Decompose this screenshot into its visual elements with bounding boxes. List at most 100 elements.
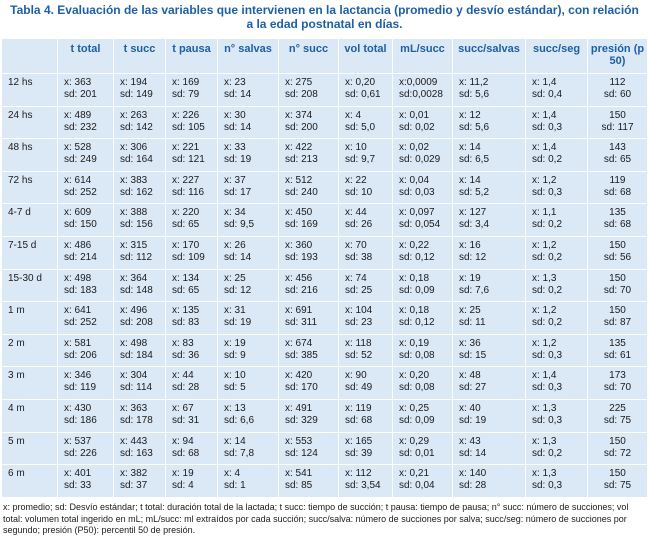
cell-mean: x: 374 bbox=[285, 109, 313, 121]
cell-sd: sd: 200 bbox=[285, 121, 318, 133]
table-cell: x: 221 sd: 121 bbox=[165, 138, 218, 172]
table-cell: x: 306 sd: 164 bbox=[113, 138, 166, 172]
cell-sd: sd: 33 bbox=[64, 480, 92, 492]
cell-mean: x: 609 bbox=[64, 207, 92, 219]
cell-sd: sd: 311 bbox=[285, 317, 318, 329]
cell-mean: x: 33 bbox=[224, 142, 246, 154]
cell-mean: x: 10 bbox=[345, 142, 367, 154]
cell-mean: x: 456 bbox=[285, 272, 313, 284]
table-cell: x: 1,3 sd: 0,2 bbox=[525, 268, 588, 303]
row-label: 72 hs bbox=[1, 170, 58, 205]
cell-sd: sd: 164 bbox=[120, 154, 153, 166]
cell-sd: sd: 14 bbox=[459, 447, 487, 459]
cell-sd: sd: 252 bbox=[64, 317, 97, 329]
cell-mean: x: 4 bbox=[224, 468, 241, 480]
row-label: 12 hs bbox=[1, 73, 58, 107]
cell-mean: 150 bbox=[609, 272, 626, 284]
table-cell: x: 1,2 sd: 0,3 bbox=[525, 333, 588, 368]
cell-mean: x: 0,20 bbox=[345, 77, 376, 88]
cell-mean: x: 0,19 bbox=[399, 337, 430, 349]
table-cell: x: 691 sd: 311 bbox=[278, 301, 339, 335]
table-cell: x: 22 sd: 10 bbox=[338, 170, 393, 205]
table-cell: x: 1,2 sd: 0,3 bbox=[525, 170, 588, 205]
table-cell: x: 13 sd: 6,6 bbox=[217, 398, 279, 433]
cell-mean: x: 1,2 bbox=[532, 174, 557, 186]
table-cell: x: 70 sd: 38 bbox=[338, 235, 393, 270]
cell-sd: sd: 214 bbox=[64, 251, 97, 263]
cell-mean: x: 498 bbox=[64, 272, 92, 284]
cell-mean: x: 553 bbox=[285, 435, 313, 447]
cell-mean: x: 13 bbox=[224, 402, 246, 414]
table-cell: x: 37 sd: 17 bbox=[217, 170, 279, 205]
table-cell: 150 sd: 70 bbox=[587, 268, 648, 303]
cell-mean: x: 443 bbox=[120, 435, 148, 447]
table-cell: x: 25 sd: 11 bbox=[452, 301, 526, 335]
cell-mean: x: 1,4 bbox=[532, 77, 557, 88]
cell-sd: sd:0,0028 bbox=[399, 89, 443, 100]
cell-sd: sd: 83 bbox=[172, 317, 200, 329]
cell-mean: x: 0,20 bbox=[399, 370, 430, 382]
table-cell: x: 1,4 sd: 0,2 bbox=[525, 138, 588, 172]
cell-sd: sd: 1 bbox=[224, 480, 246, 492]
cell-mean: x: 104 bbox=[345, 305, 373, 317]
row-label: 15-30 d bbox=[1, 268, 58, 303]
table-cell: x: 1,2 sd: 0,2 bbox=[525, 235, 588, 270]
cell-sd: sd: 14 bbox=[224, 89, 252, 100]
cell-mean: x: 450 bbox=[285, 207, 313, 219]
table-cell: x: 263 sd: 142 bbox=[113, 105, 166, 140]
cell-sd: sd: 208 bbox=[120, 317, 153, 329]
column-header: mL/succ bbox=[392, 38, 453, 74]
cell-mean: x: 641 bbox=[64, 305, 92, 317]
cell-sd: sd: 14 bbox=[224, 251, 252, 263]
cell-mean: x: 70 bbox=[345, 239, 367, 251]
cell-mean: x: 220 bbox=[172, 207, 200, 219]
cell-sd: sd: 385 bbox=[285, 349, 318, 361]
table-cell: x: 44 sd: 28 bbox=[165, 366, 218, 400]
table-cell: x: 83 sd: 36 bbox=[165, 333, 218, 368]
table-cell: x: 0,04 sd: 0,03 bbox=[392, 170, 453, 205]
table-cell: x: 226 sd: 105 bbox=[165, 105, 218, 140]
cell-sd: sd: 7,6 bbox=[459, 284, 490, 296]
cell-sd: sd: 5,6 bbox=[459, 121, 490, 133]
table-cell: x: 25 sd: 12 bbox=[217, 268, 279, 303]
cell-mean: x: 127 bbox=[459, 207, 487, 219]
table-cell: x: 614 sd: 252 bbox=[57, 170, 114, 205]
cell-mean: x: 134 bbox=[172, 272, 200, 284]
cell-sd: sd: 26 bbox=[345, 219, 373, 231]
table-cell: x: 140 sd: 28 bbox=[452, 464, 526, 498]
table-cell: x: 30 sd: 14 bbox=[217, 105, 279, 140]
table-cell: x: 1,4 sd: 0,3 bbox=[525, 105, 588, 140]
table-cell: x: 104 sd: 23 bbox=[338, 301, 393, 335]
cell-mean: x: 1,3 bbox=[532, 468, 557, 480]
corner-cell bbox=[1, 38, 58, 74]
table-cell: 119 sd: 68 bbox=[587, 170, 648, 205]
table-cell: x: 1,4 sd: 0,3 bbox=[525, 366, 588, 400]
cell-mean: x: 496 bbox=[120, 305, 148, 317]
cell-sd: sd: 19 bbox=[224, 317, 252, 329]
column-header: vol total bbox=[338, 38, 393, 74]
cell-mean: x: 25 bbox=[224, 272, 246, 284]
table-cell: x: 496 sd: 208 bbox=[113, 301, 166, 335]
footnote: x: promedio; sd: Desvío estándar; t tota… bbox=[3, 502, 629, 535]
cell-mean: 119 bbox=[609, 174, 626, 186]
cell-sd: sd: 150 bbox=[64, 219, 97, 231]
cell-mean: x: 43 bbox=[459, 435, 481, 447]
table-cell: x: 40 sd: 19 bbox=[452, 398, 526, 433]
data-table: t total t succ t pausa n° salvas n° succ vol … bbox=[1, 38, 648, 498]
table-cell: x: 94 sd: 68 bbox=[165, 431, 218, 466]
row-label: 48 hs bbox=[1, 138, 58, 172]
cell-sd: sd: 0,03 bbox=[399, 186, 435, 198]
cell-sd: sd: 39 bbox=[345, 447, 373, 459]
table-cell: x: 315 sd: 112 bbox=[113, 235, 166, 270]
cell-mean: x: 90 bbox=[345, 370, 367, 382]
table-cell: x: 498 sd: 183 bbox=[57, 268, 114, 303]
table-cell: x: 12 sd: 5,6 bbox=[452, 105, 526, 140]
table-cell: x: 528 sd: 249 bbox=[57, 138, 114, 172]
cell-mean: x: 14 bbox=[224, 435, 246, 447]
cell-mean: x: 541 bbox=[285, 468, 313, 480]
cell-mean: x: 118 bbox=[345, 337, 372, 349]
cell-mean: x: 486 bbox=[64, 239, 92, 251]
table-cell: x: 135 sd: 83 bbox=[165, 301, 218, 335]
cell-mean: x: 1,2 bbox=[532, 305, 557, 317]
cell-mean: x: 37 bbox=[224, 174, 246, 186]
